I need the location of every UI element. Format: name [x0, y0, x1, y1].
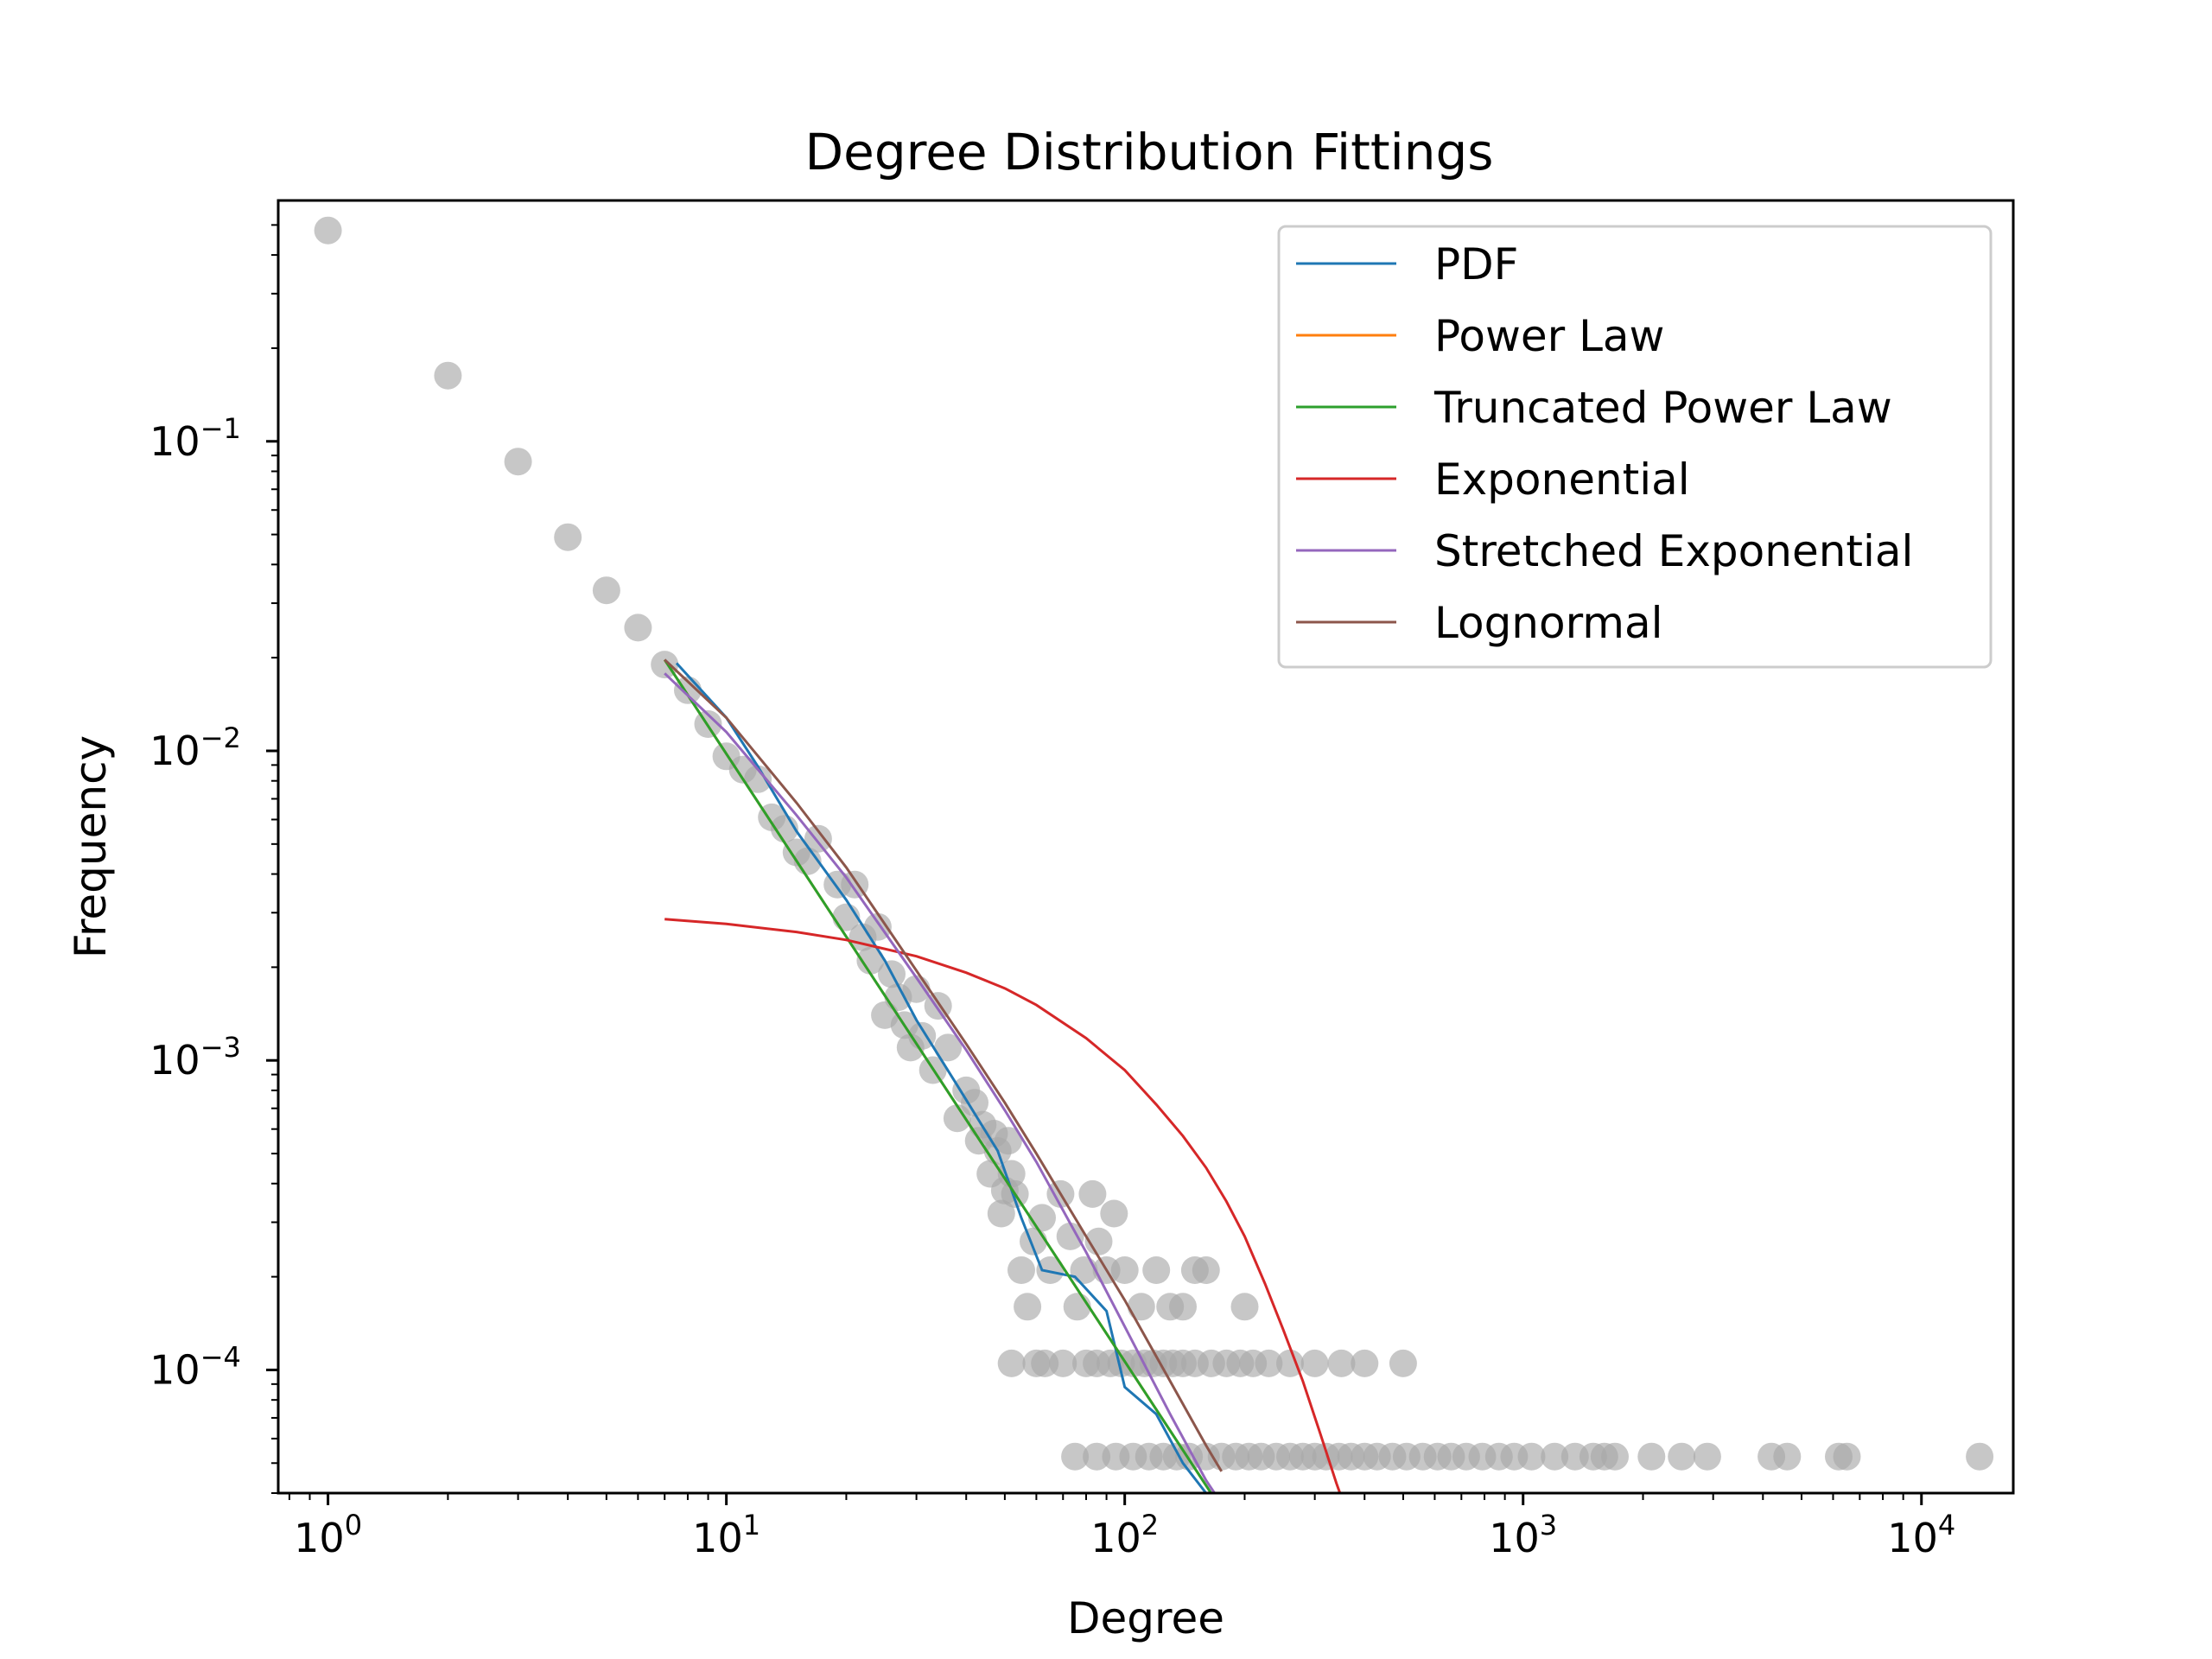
legend-box [1277, 225, 1993, 669]
x-tick-label: 102 [1090, 1509, 1159, 1561]
scatter-point [554, 523, 582, 551]
scatter-point [1541, 1442, 1569, 1471]
fit-lines [663, 658, 1342, 1493]
y-tick-label: 10−4 [149, 1340, 241, 1393]
scatter-point [1078, 1179, 1107, 1208]
y-tick-label: 10−1 [149, 412, 241, 465]
scatter-point [1773, 1442, 1802, 1471]
scatter-point [1668, 1442, 1696, 1471]
scatter-point [1276, 1349, 1304, 1377]
y-axis-ticks: 10−1 10−2 10−3 10−4 [149, 224, 278, 1494]
chart-title: Degree Distribution Fittings [805, 123, 1494, 181]
scatter-point [1127, 1293, 1155, 1321]
scatter-point [1833, 1442, 1861, 1471]
scatter-point [1351, 1349, 1379, 1377]
scatter-point [1110, 1256, 1139, 1284]
legend-label: PDF [1434, 239, 1518, 289]
x-tick-label: 100 [294, 1509, 362, 1561]
scatter-point [1192, 1256, 1220, 1284]
scatter-point [1601, 1442, 1629, 1471]
scatter-point [961, 1089, 988, 1117]
scatter-point [1036, 1256, 1065, 1284]
scatter-point [1100, 1199, 1128, 1228]
scatter-point [434, 361, 462, 390]
legend: PDF Power Law Truncated Power Law Exponenti… [1277, 225, 1993, 669]
legend-label: Power Law [1434, 311, 1664, 361]
scatter-point [1389, 1349, 1417, 1377]
scatter-point [314, 216, 342, 245]
x-tick-label: 104 [1887, 1509, 1955, 1561]
x-axis-label: Degree [1067, 1593, 1224, 1643]
scatter-point [987, 1199, 1015, 1228]
y-axis-label: Frequency [66, 735, 116, 958]
scatter-point [1049, 1349, 1077, 1377]
scatter-point [1300, 1349, 1329, 1377]
series-line-lognormal [664, 658, 1223, 1472]
x-axis-ticks: 100 101 102 103 104 [288, 1493, 1955, 1561]
series-line-truncated-power-law [663, 658, 1213, 1493]
y-tick-label: 10−3 [149, 1031, 241, 1084]
scatter-point [744, 765, 772, 793]
scatter-point [1169, 1293, 1197, 1321]
scatter-point [1517, 1442, 1546, 1471]
scatter-point [592, 576, 620, 605]
scatter-point [1142, 1256, 1171, 1284]
scatter-point [1966, 1442, 1994, 1471]
scatter-point [1007, 1256, 1035, 1284]
series-line-stretched-exponential [664, 672, 1217, 1493]
scatter-point [997, 1349, 1026, 1377]
x-tick-label: 103 [1489, 1509, 1557, 1561]
scatter-point [856, 946, 885, 975]
legend-label: Exponential [1434, 454, 1690, 505]
x-tick-label: 101 [692, 1509, 760, 1561]
scatter-point [1061, 1442, 1090, 1471]
scatter-point [1056, 1222, 1084, 1250]
scatter-point [1028, 1204, 1056, 1232]
scatter-point [624, 613, 652, 642]
scatter-point [1084, 1227, 1113, 1255]
series-line-exponential [664, 918, 1342, 1493]
scatter-point [1327, 1349, 1356, 1377]
scatter-point [1014, 1293, 1042, 1321]
plot-area-frame [276, 199, 2015, 1495]
scatter-point [1255, 1349, 1283, 1377]
legend-label: Stretched Exponential [1434, 526, 1913, 576]
scatter-point [1637, 1442, 1666, 1471]
scatter-point [934, 1033, 963, 1062]
scatter-point [1693, 1442, 1721, 1471]
series-line-pdf [675, 662, 1207, 1493]
scatter-point [504, 448, 532, 476]
legend-label: Truncated Power Law [1433, 383, 1892, 433]
y-tick-label: 10−2 [149, 721, 241, 774]
scatter-point [1230, 1293, 1259, 1321]
scatter-point [1083, 1442, 1111, 1471]
scatter-point [1063, 1293, 1091, 1321]
scatter-points [314, 216, 1994, 1471]
legend-label: Lognormal [1434, 598, 1663, 648]
scatter-point [994, 1127, 1022, 1155]
